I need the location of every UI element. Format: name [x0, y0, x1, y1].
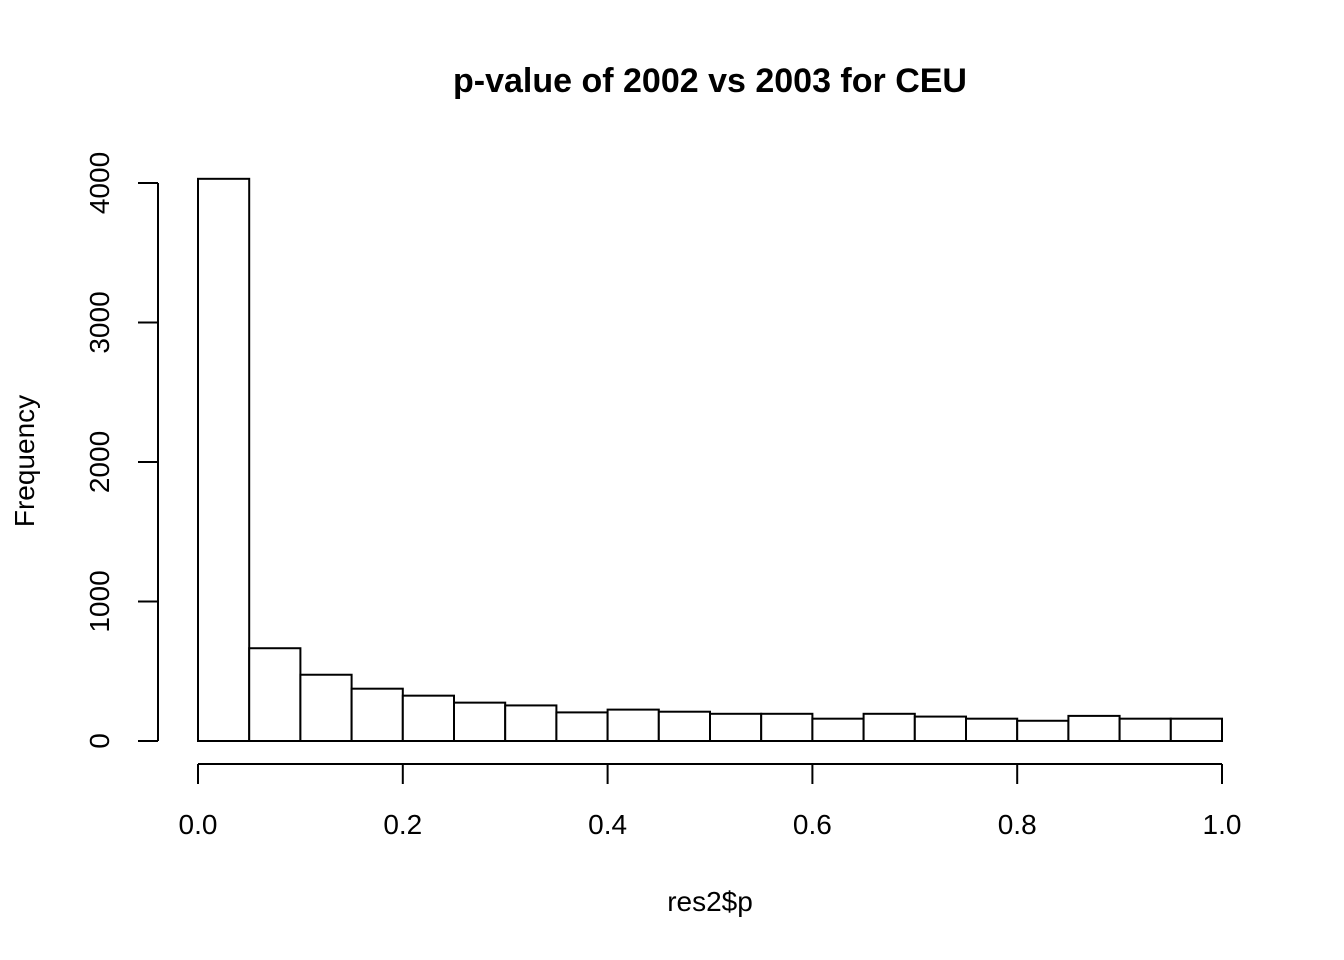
histogram-bar	[913, 715, 967, 743]
histogram-bar	[657, 710, 711, 743]
histogram-bar	[1118, 717, 1172, 742]
x-tick-label: 0.0	[179, 809, 218, 840]
x-tick-label: 0.8	[998, 809, 1037, 840]
x-tick-label: 1.0	[1203, 809, 1242, 840]
histogram-bar	[401, 694, 455, 742]
histogram-bar	[811, 717, 865, 742]
histogram-bar	[555, 711, 609, 743]
y-tick-label: 1000	[84, 570, 115, 632]
y-tick-label: 4000	[84, 152, 115, 214]
histogram-bar	[709, 712, 763, 742]
histogram-bar	[1067, 714, 1121, 743]
y-axis: 0 1000 2000 3000 4000	[84, 152, 159, 749]
histogram-bar	[606, 708, 660, 742]
histogram-bar	[453, 701, 507, 743]
y-tick-label: 2000	[84, 431, 115, 493]
histogram-bar	[248, 647, 302, 742]
histogram-bar	[965, 717, 1019, 742]
x-tick-label: 0.6	[793, 809, 832, 840]
x-axis: 0.0 0.2 0.4 0.6 0.8 1.0	[179, 763, 1242, 840]
y-tick-label: 0	[84, 733, 115, 749]
x-tick-label: 0.4	[588, 809, 627, 840]
bars-group	[197, 177, 1224, 743]
x-axis-label: res2$p	[667, 886, 753, 917]
histogram-bar	[299, 673, 353, 742]
histogram-bar	[1016, 719, 1070, 743]
y-axis-label: Frequency	[9, 395, 40, 527]
histogram-bar	[197, 177, 251, 742]
histogram-bar	[1169, 717, 1224, 742]
histogram-bar	[862, 712, 916, 742]
y-tick-label: 3000	[84, 291, 115, 353]
histogram-bar	[350, 687, 404, 742]
histogram-bar	[760, 712, 814, 742]
histogram-bar	[504, 704, 558, 742]
x-tick-label: 0.2	[383, 809, 422, 840]
chart-title: p-value of 2002 vs 2003 for CEU	[453, 62, 967, 100]
